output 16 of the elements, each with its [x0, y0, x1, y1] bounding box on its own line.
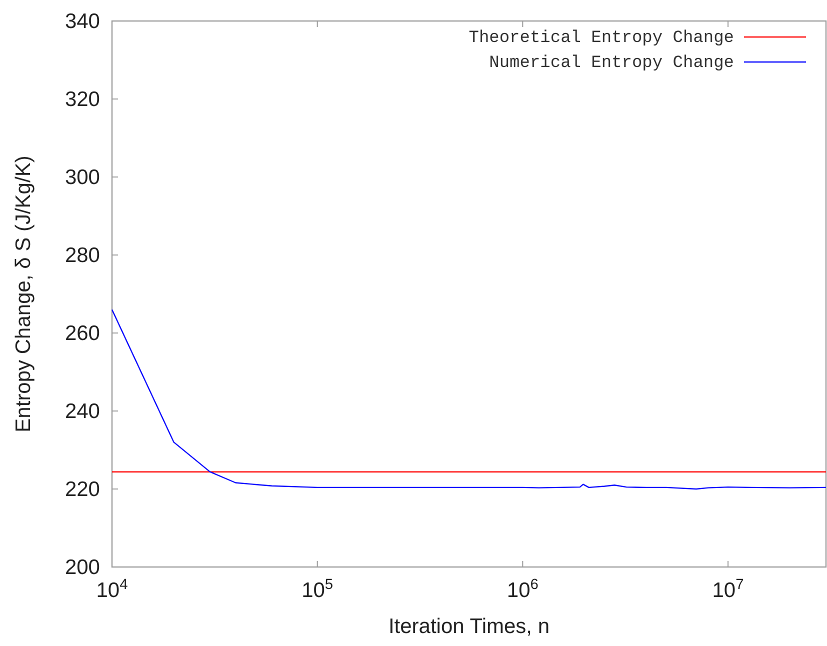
legend-label: Numerical Entropy Change: [489, 54, 734, 73]
legend-label: Theoretical Entropy Change: [468, 29, 734, 48]
y-tick-label: 220: [64, 478, 100, 501]
y-tick-label: 300: [64, 166, 100, 189]
y-tick-label: 340: [64, 10, 100, 33]
y-axis-title: Entropy Change, δ S (J/Kg/K): [12, 156, 35, 432]
x-tick-label: 10$^{7}$: [712, 577, 744, 602]
x-tick-label: 10$^{5}$: [302, 577, 334, 602]
y-tick-label: 240: [64, 400, 100, 423]
x-tick-label: 10$^{6}$: [506, 577, 538, 602]
y-tick-label: 280: [64, 244, 100, 267]
x-tick-label: 10$^{4}$: [96, 577, 128, 602]
x-axis-title: Iteration Times, n: [388, 615, 550, 638]
y-tick-label: 200: [64, 556, 100, 579]
y-tick-label: 320: [64, 88, 100, 111]
y-tick-label: 260: [64, 322, 100, 345]
